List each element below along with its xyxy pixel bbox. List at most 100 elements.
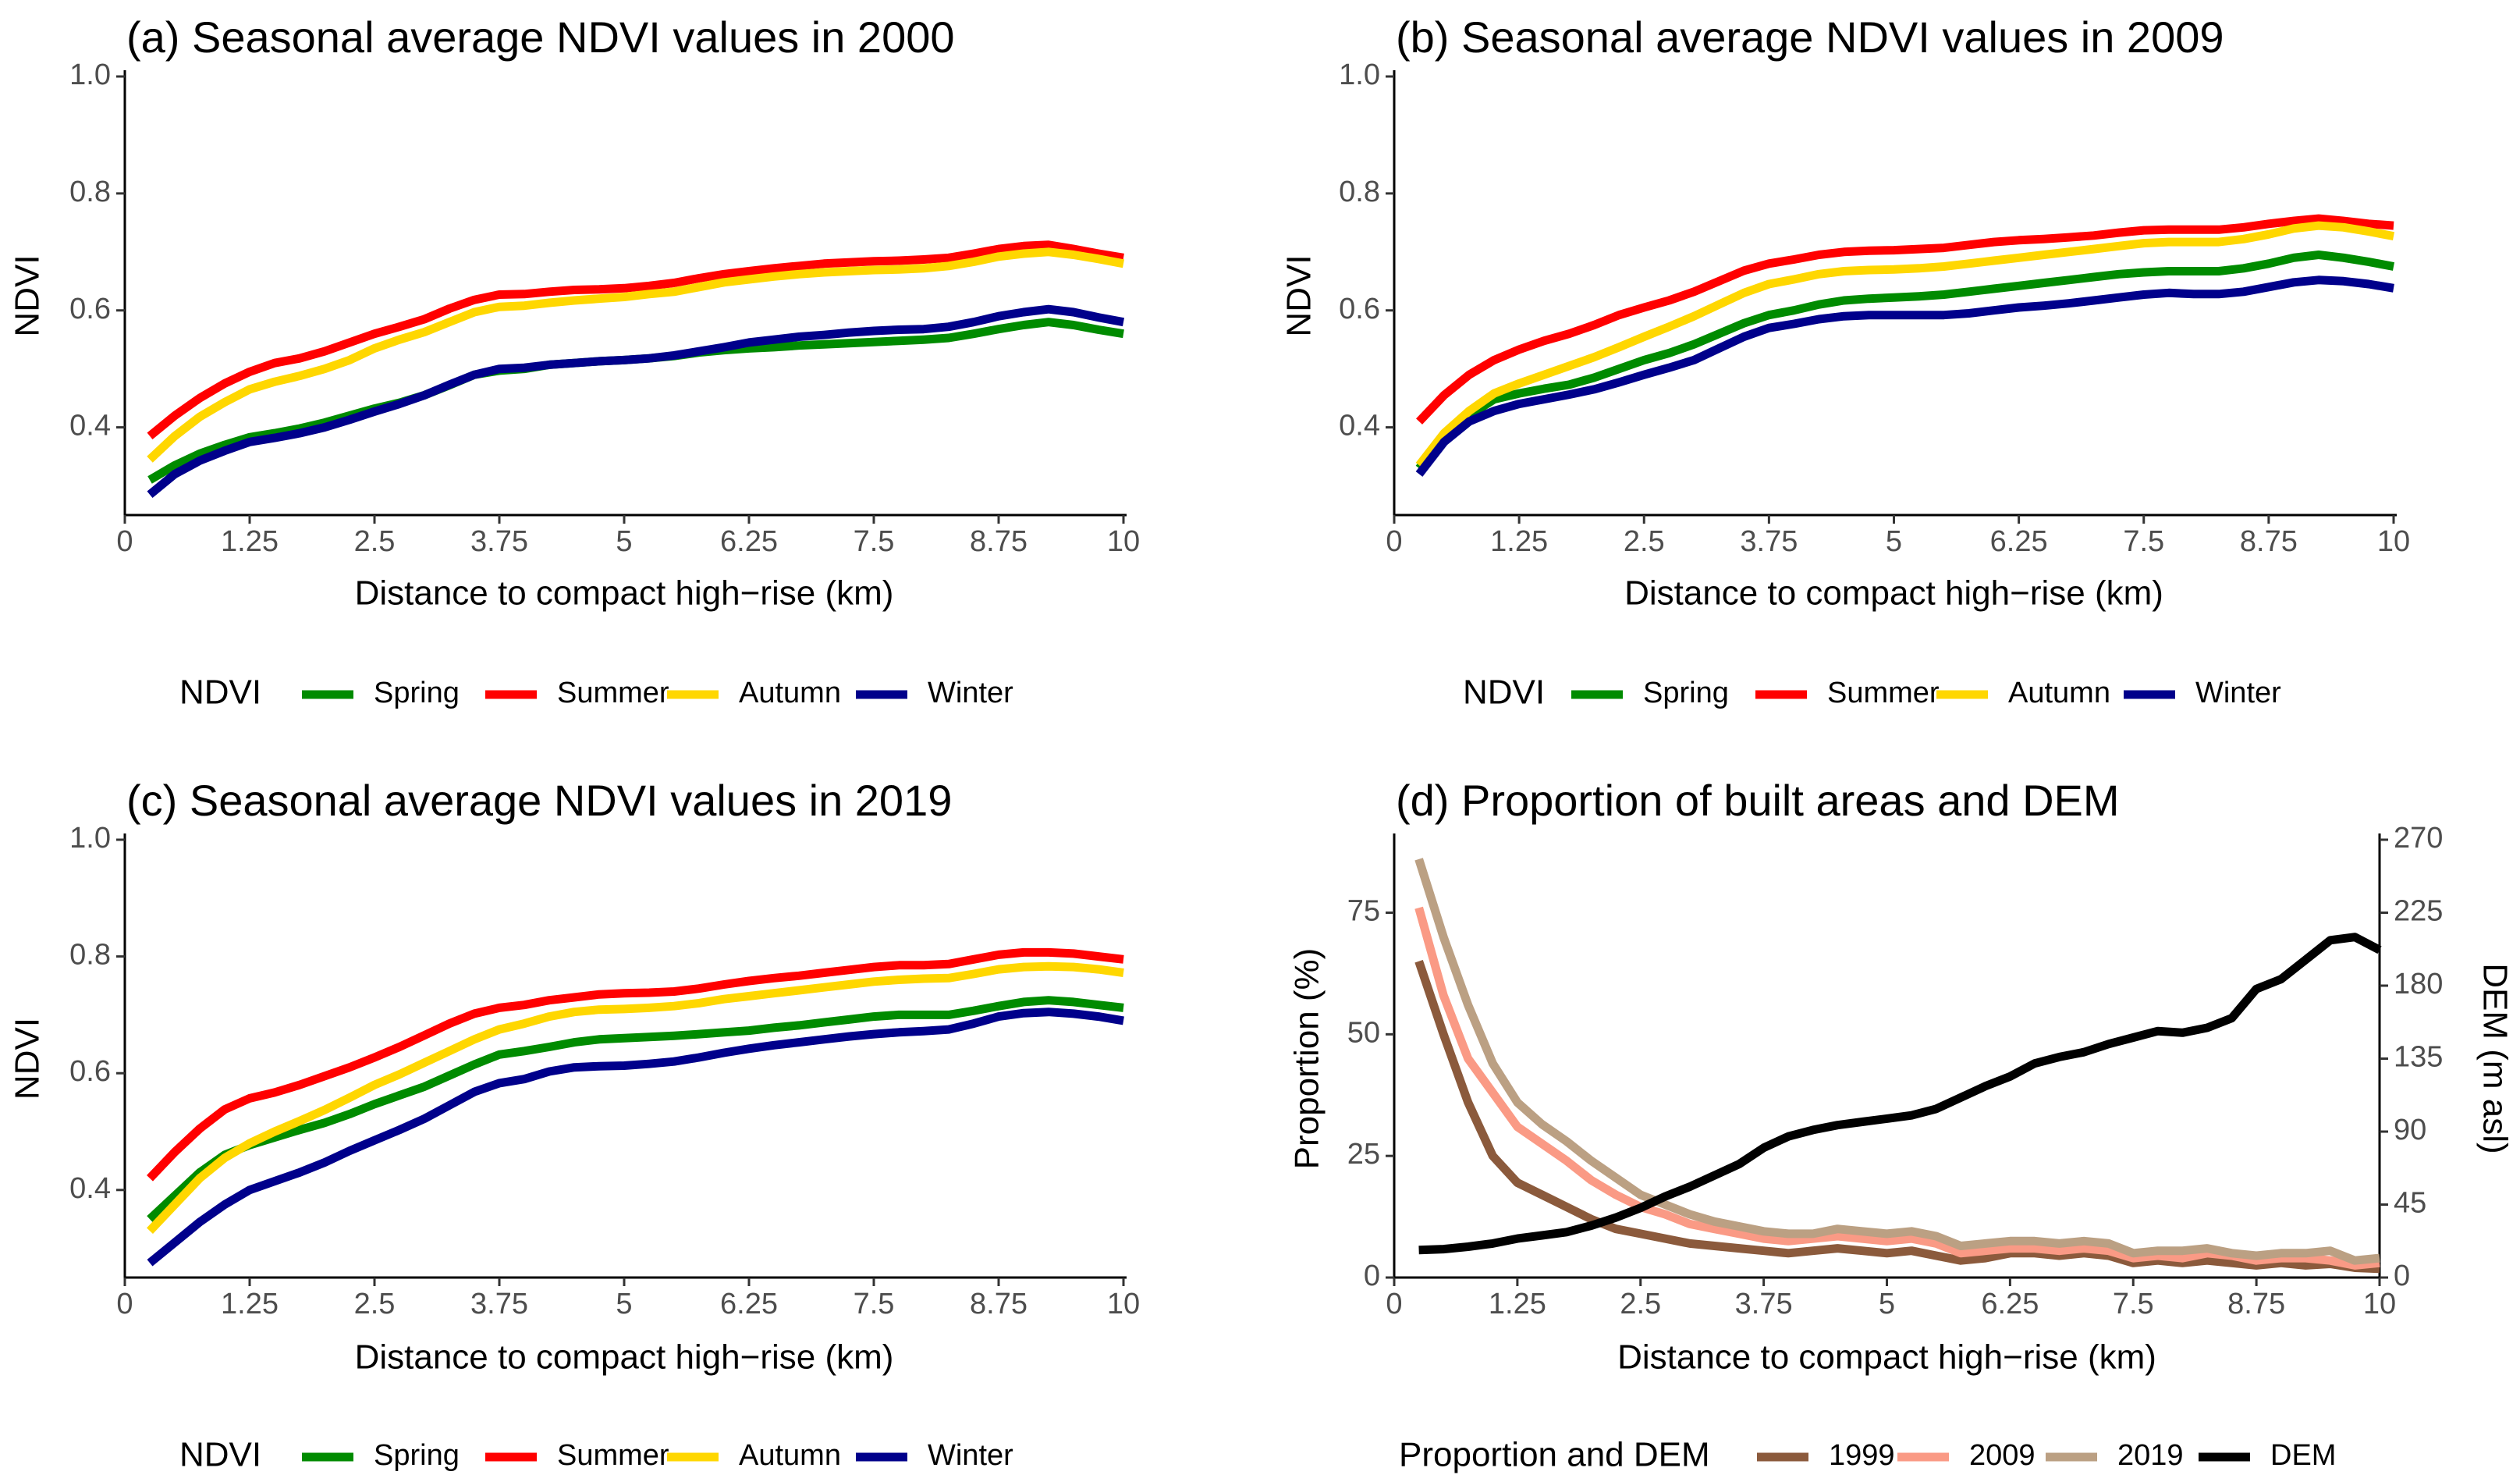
- x-tick-label: 0: [1386, 525, 1402, 558]
- series-line-dem: [1418, 933, 2382, 1255]
- y-tick-label: 0.6: [1339, 293, 1380, 325]
- panel-title: (b) Seasonal average NDVI values in 2009: [1396, 12, 2224, 62]
- panel-title: (c) Seasonal average NDVI values in 2019: [126, 776, 952, 825]
- x-axis-title: Distance to compact high−rise (km): [355, 574, 894, 613]
- y-tick-label: 50: [1347, 1016, 1380, 1049]
- y-tick-label: 1.0: [1339, 59, 1380, 91]
- legend-label: Spring: [1643, 677, 1729, 709]
- legend: NDVI Spring Summer Autumn Winter: [1463, 673, 2281, 712]
- x-tick-label: 10: [1107, 525, 1140, 558]
- x-tick-label: 8.75: [970, 525, 1028, 558]
- x-tick-label: 10: [2377, 525, 2410, 558]
- x-tick-label: 1.25: [221, 1288, 279, 1320]
- y-axis-title: NDVI: [1280, 254, 1319, 336]
- x-tick-label: 6.25: [1981, 1288, 2039, 1320]
- x-tick-label: 0: [116, 525, 133, 558]
- x-tick-label: 5: [1886, 525, 1902, 558]
- x-tick-label: 8.75: [2240, 525, 2298, 558]
- legend-label: Autumn: [739, 677, 841, 709]
- y-tick-label: 0.8: [69, 176, 111, 208]
- y-tick-label: 25: [1347, 1138, 1380, 1171]
- legend-label: Winter: [928, 677, 1013, 709]
- x-tick-label: 0: [1386, 1288, 1402, 1320]
- x-tick-label: 7.5: [854, 525, 895, 558]
- series-line-autumn: [147, 961, 1124, 1234]
- x-tick-label: 2.5: [354, 525, 396, 558]
- legend-label: 2009: [1969, 1439, 2036, 1472]
- y-tick-label: 0.4: [69, 410, 111, 442]
- x-tick-label: 5: [616, 1288, 632, 1320]
- series-line-spring: [1415, 251, 2395, 471]
- legend-label: Summer: [557, 1439, 669, 1472]
- x-tick-label: 10: [1107, 1288, 1140, 1320]
- series-line-2019: [1414, 858, 2380, 1265]
- legend-label: Spring: [374, 677, 460, 709]
- y2-tick-label: 0: [2394, 1260, 2410, 1292]
- y2-tick-label: 180: [2394, 968, 2443, 1000]
- panel-title: (a) Seasonal average NDVI values in 2000: [126, 12, 955, 62]
- series-line-winter: [1415, 275, 2394, 477]
- panel-a: (a) Seasonal average NDVI values in 2000…: [9, 12, 1141, 712]
- panel-d: (d) Proportion of built areas and DEM 0 1.…: [1288, 776, 2515, 1474]
- x-tick-label: 8.75: [2227, 1288, 2285, 1320]
- legend-label: DEM: [2270, 1439, 2336, 1472]
- series-line-winter: [147, 304, 1125, 499]
- y2-tick-label: 225: [2394, 895, 2443, 928]
- x-tick-label: 7.5: [2113, 1288, 2154, 1320]
- x-tick-label: 7.5: [2123, 525, 2164, 558]
- legend-label: Autumn: [2008, 677, 2110, 709]
- y2-tick-label: 135: [2394, 1041, 2443, 1074]
- legend-label: Winter: [2195, 677, 2281, 709]
- y-axis-title: NDVI: [9, 254, 47, 336]
- x-tick-label: 6.25: [720, 525, 778, 558]
- y-tick-label: 0.4: [1339, 410, 1380, 442]
- series-line-2009: [1414, 906, 2380, 1270]
- x-tick-label: 5: [1879, 1288, 1895, 1320]
- x-tick-label: 3.75: [1735, 1288, 1793, 1320]
- series-line-spring: [147, 318, 1124, 484]
- x-axis-title: Distance to compact high−rise (km): [355, 1338, 894, 1377]
- y-tick-label: 0.4: [69, 1172, 111, 1205]
- y-tick-label: 0.6: [69, 293, 111, 325]
- y2-tick-label: 90: [2394, 1114, 2426, 1146]
- x-tick-label: 3.75: [470, 1288, 528, 1320]
- x-tick-label: 3.75: [470, 525, 528, 558]
- y-tick-label: 1.0: [69, 822, 111, 855]
- y-tick-label: 75: [1347, 895, 1380, 928]
- legend-label: Summer: [1827, 677, 1940, 709]
- panel-title: (d) Proportion of built areas and DEM: [1396, 776, 2120, 825]
- x-axis-title: Distance to compact high−rise (km): [1624, 574, 2163, 613]
- series-line-winter: [147, 1008, 1124, 1267]
- x-tick-label: 6.25: [720, 1288, 778, 1320]
- y-tick-label: 0.8: [69, 939, 111, 972]
- x-tick-label: 7.5: [854, 1288, 895, 1320]
- y-tick-label: 0.6: [69, 1055, 111, 1088]
- y-tick-label: 0: [1364, 1260, 1380, 1292]
- x-tick-label: 1.25: [1490, 525, 1548, 558]
- x-tick-label: 0: [116, 1288, 133, 1320]
- x-tick-label: 6.25: [1990, 525, 2048, 558]
- panel-b: (b) Seasonal average NDVI values in 2009…: [1280, 12, 2411, 712]
- series-line-summer: [147, 947, 1124, 1182]
- legend-label: 1999: [1829, 1439, 1895, 1472]
- x-axis-title: Distance to compact high−rise (km): [1617, 1338, 2156, 1377]
- legend-label: Spring: [374, 1439, 460, 1472]
- series-line-summer: [147, 240, 1124, 440]
- x-tick-label: 2.5: [354, 1288, 396, 1320]
- x-tick-label: 1.25: [1489, 1288, 1546, 1320]
- x-tick-label: 3.75: [1740, 525, 1798, 558]
- legend-label: Summer: [557, 677, 669, 709]
- x-tick-label: 2.5: [1620, 1288, 1661, 1320]
- legend-title: NDVI: [1463, 673, 1545, 712]
- y2-tick-label: 270: [2394, 822, 2443, 855]
- series-line-autumn: [1415, 221, 2395, 468]
- legend-title: NDVI: [179, 673, 261, 712]
- x-tick-label: 5: [616, 525, 632, 558]
- legend-label: Autumn: [739, 1439, 841, 1472]
- y2-axis-title: DEM (m asl): [2476, 963, 2514, 1153]
- x-tick-label: 2.5: [1624, 525, 1665, 558]
- legend: Proportion and DEM 1999 2009 2019 DEM: [1399, 1436, 2336, 1474]
- x-tick-label: 10: [2363, 1288, 2396, 1320]
- legend-title: NDVI: [179, 1436, 261, 1474]
